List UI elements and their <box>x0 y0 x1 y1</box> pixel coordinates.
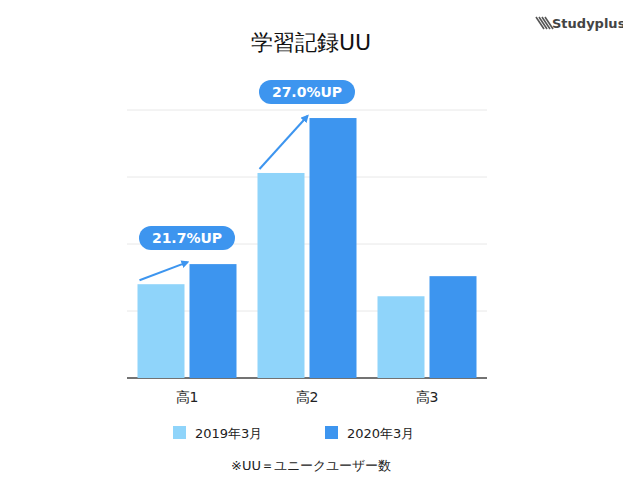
annotation-arrow <box>140 262 188 280</box>
chart: 学習記録UU Studyplus 高1 高2 高3 21.7%UP 27.0%UP 2019年… <box>0 0 623 480</box>
bar <box>378 296 425 378</box>
x-tick-label: 高1 <box>176 389 199 405</box>
bar <box>258 173 305 378</box>
legend-swatch <box>325 426 338 439</box>
title: 学習記録UU <box>251 30 371 55</box>
bars <box>138 118 477 378</box>
chart-wrap: 学習記録UU Studyplus 高1 高2 高3 21.7%UP 27.0%UP 2019年… <box>0 0 623 480</box>
note: ※UU＝ユニークユーザー数 <box>231 458 391 473</box>
bar <box>190 264 237 378</box>
bar <box>310 118 357 378</box>
grid-line <box>127 177 487 178</box>
annotation-arrow <box>260 116 308 169</box>
bar <box>430 276 477 378</box>
annotation-text: 27.0%UP <box>272 84 342 100</box>
x-tick-label: 高2 <box>296 389 319 405</box>
annotation-badge <box>259 80 355 104</box>
x-tick-label: 高3 <box>416 389 439 405</box>
grid-line <box>127 110 487 111</box>
logo: Studyplus <box>536 16 623 31</box>
legend-swatch <box>173 426 186 439</box>
legend-label: 2020年3月 <box>347 426 414 441</box>
annotation-text: 21.7%UP <box>152 230 222 246</box>
legend-label: 2019年3月 <box>195 426 262 441</box>
annotation-badge <box>139 226 235 250</box>
logo-text: Studyplus <box>552 16 623 31</box>
bar <box>138 284 185 378</box>
